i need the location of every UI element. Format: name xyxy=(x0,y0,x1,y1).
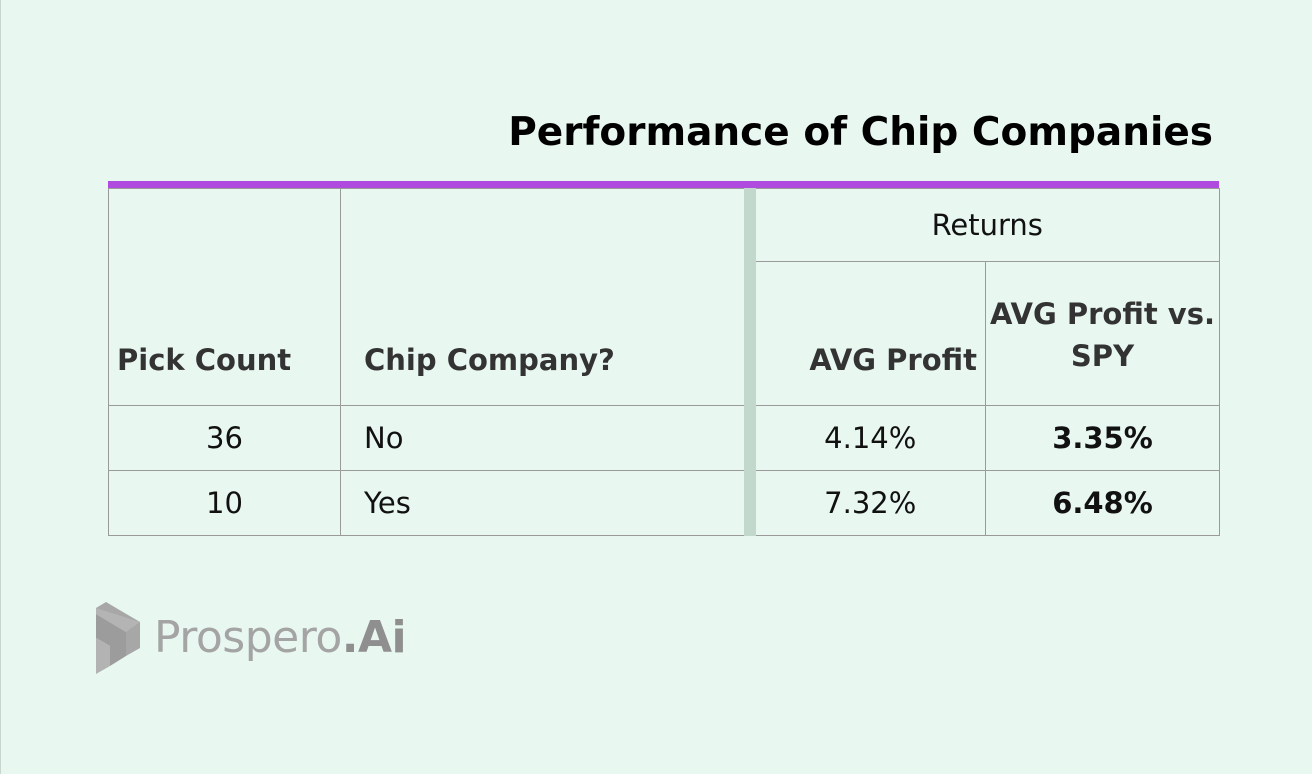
cell-avg-profit: 7.32% xyxy=(743,470,986,536)
table-row: 36 No 4.14% 3.35% xyxy=(108,405,1220,471)
logo-name: Prospero xyxy=(154,612,342,663)
cell-avg-profit: 4.14% xyxy=(743,405,986,471)
column-header-avg-profit: AVG Profit xyxy=(743,261,986,406)
group-header-returns: Returns xyxy=(743,188,1220,262)
performance-table: Pick Count Chip Company? Returns AVG Pro… xyxy=(108,188,1220,536)
table-row: 10 Yes 7.32% 6.48% xyxy=(108,470,1220,536)
cell-chip-company: No xyxy=(340,405,750,471)
cell-avg-profit-vs-spy: 3.35% xyxy=(985,405,1220,471)
logo-wordmark: Prospero.Ai xyxy=(154,616,407,660)
logo-suffix: .Ai xyxy=(341,612,407,663)
cell-pick-count: 36 xyxy=(108,405,341,471)
cell-avg-profit-vs-spy: 6.48% xyxy=(985,470,1220,536)
accent-bar xyxy=(108,181,1219,188)
prospero-logo: Prospero.Ai xyxy=(96,602,407,674)
page-title: Performance of Chip Companies xyxy=(508,110,1213,155)
column-header-avg-profit-vs-spy: AVG Profit vs. SPY xyxy=(985,261,1220,406)
cell-chip-company: Yes xyxy=(340,470,750,536)
cell-pick-count: 10 xyxy=(108,470,341,536)
prospero-logo-icon xyxy=(96,602,140,674)
column-header-pick-count: Pick Count xyxy=(108,188,341,406)
column-header-chip-company: Chip Company? xyxy=(340,188,750,406)
frame-edge xyxy=(0,0,1,774)
